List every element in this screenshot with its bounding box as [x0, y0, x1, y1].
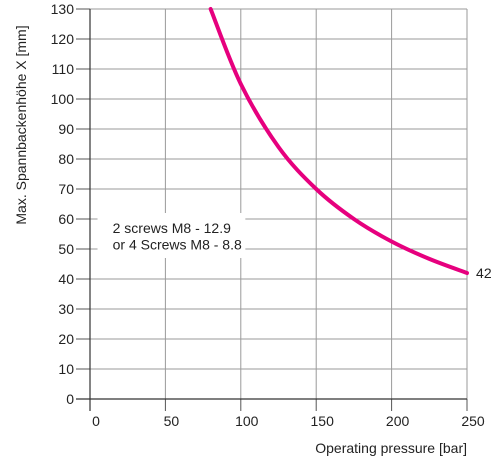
y-tick-label: 20 [58, 331, 74, 347]
axes [76, 8, 468, 411]
annotation-background [97, 213, 246, 258]
series-line [208, 7, 469, 275]
x-tick-label: 100 [235, 413, 259, 429]
y-axis-label: Max. Spannbackenhöhe X [mm] [13, 25, 29, 224]
y-tick-label: 80 [58, 151, 74, 167]
y-tick-label: 60 [58, 211, 74, 227]
x-tick-label: 250 [461, 413, 485, 429]
x-tick-label: 150 [311, 413, 335, 429]
y-tick-label: 100 [51, 91, 75, 107]
grid [89, 8, 468, 400]
y-tick-label: 120 [51, 31, 75, 47]
y-tick-label: 90 [58, 121, 74, 137]
x-axis-label: Operating pressure [bar] [315, 440, 467, 456]
x-tick-label: 0 [92, 413, 100, 429]
y-tick-label: 70 [58, 181, 74, 197]
y-tick-label: 0 [66, 391, 74, 407]
y-tick-label: 130 [51, 1, 75, 17]
annotation-2: 42 [476, 265, 492, 281]
annotation-0: 2 screws M8 - 12.9 [113, 220, 231, 236]
x-tick-label: 200 [386, 413, 410, 429]
y-tick-label: 110 [52, 61, 75, 77]
y-tick-label: 40 [58, 271, 74, 287]
annotations: 2 screws M8 - 12.9or 4 Screws M8 - 8.8 42 [113, 220, 492, 281]
x-tick-label: 50 [164, 413, 180, 429]
y-tick-label: 50 [58, 241, 74, 257]
y-tick-label: 10 [58, 361, 74, 377]
y-tick-label: 30 [58, 301, 74, 317]
tick-labels: 0 10 20 30 40 50 60 70 80 90 100 110 120 130 0 50 100 150… [51, 1, 485, 429]
annotation-1: or 4 Screws M8 - 8.8 [113, 237, 242, 253]
